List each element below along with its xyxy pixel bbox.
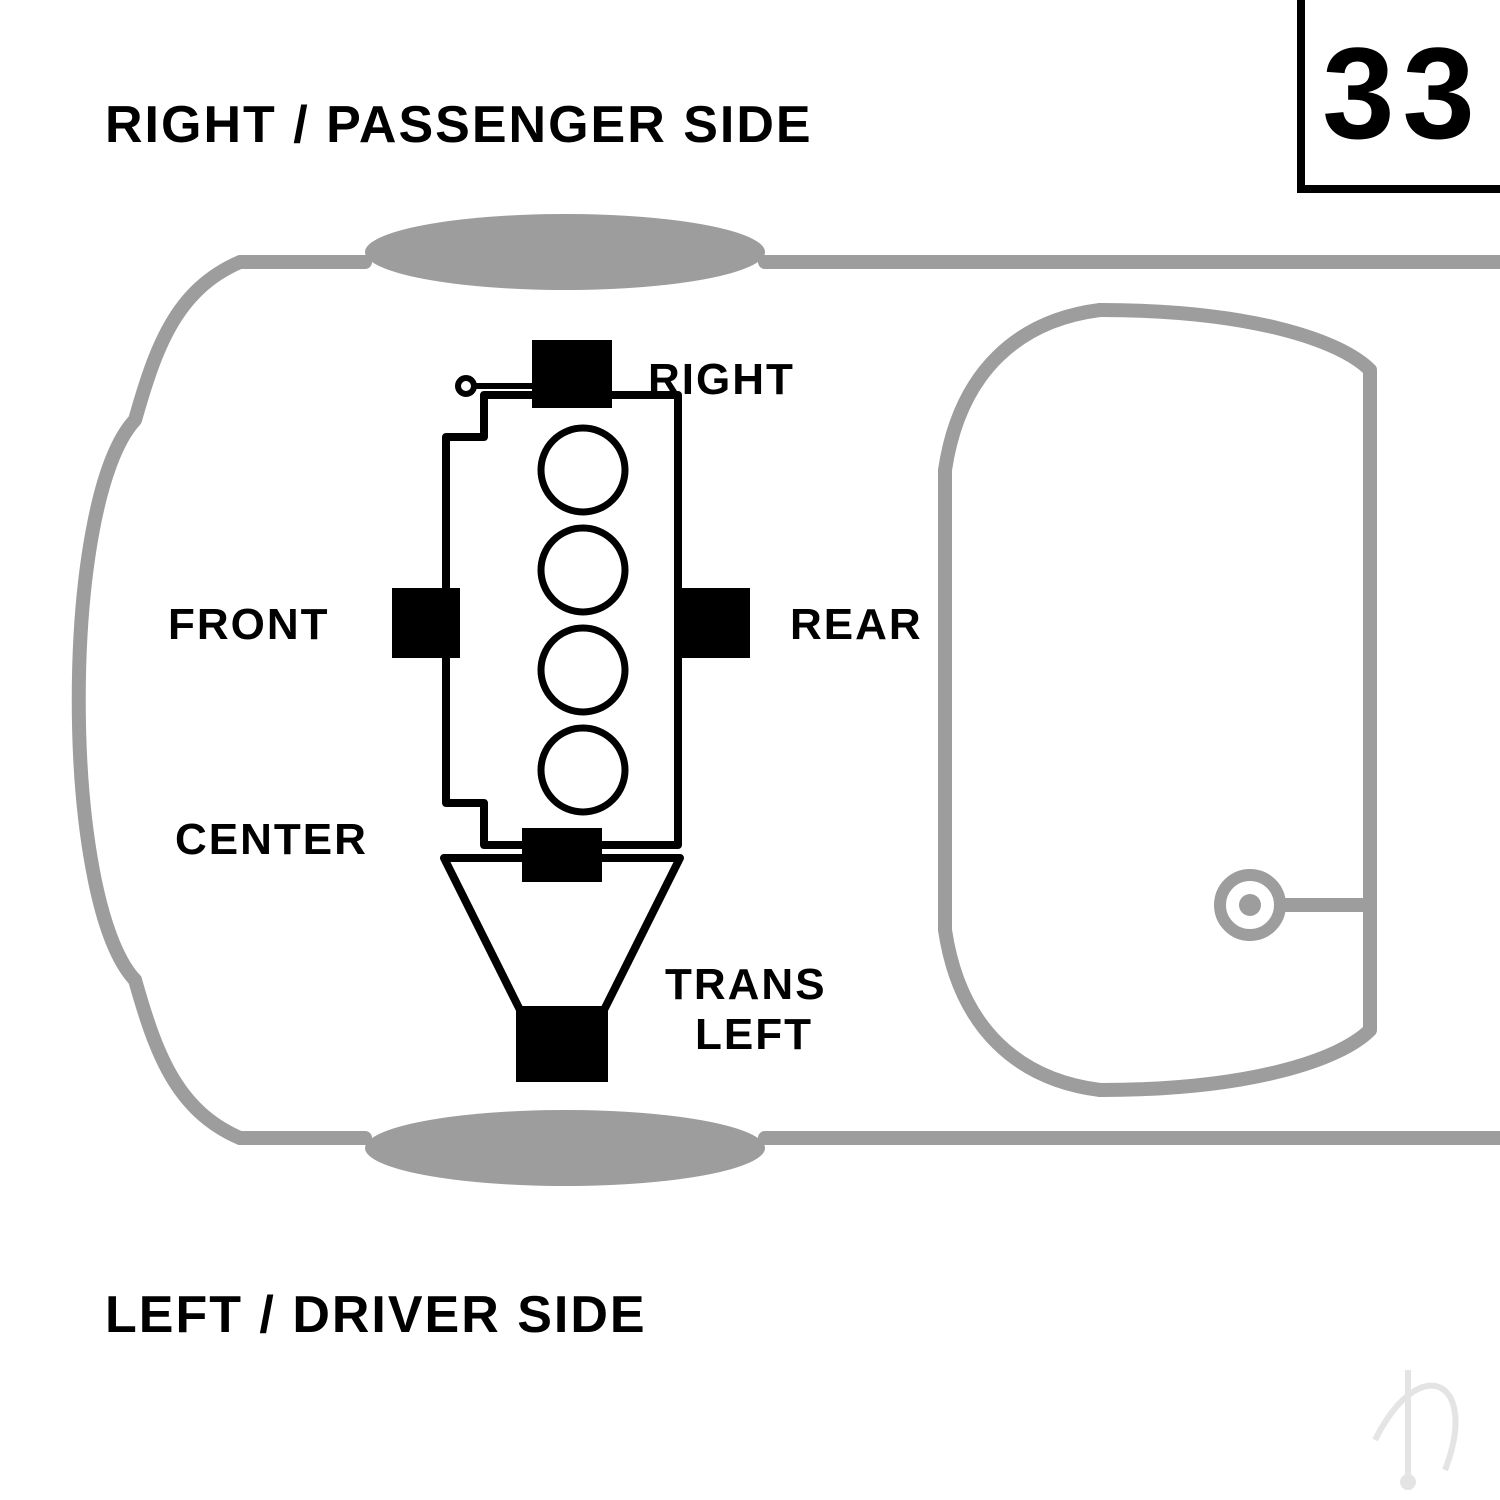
figure-number-box: 33 <box>1297 0 1500 193</box>
label-rear: REAR <box>790 600 923 650</box>
mount-trans <box>516 1010 608 1082</box>
mount-front <box>392 588 460 658</box>
watermark <box>1375 1370 1456 1490</box>
diagram-stage: 33 <box>0 0 1500 1500</box>
label-front: FRONT <box>168 600 330 650</box>
diagram-svg <box>0 0 1500 1500</box>
mount-rear <box>680 588 750 658</box>
cabin-rod-end <box>1220 875 1280 935</box>
figure-number: 33 <box>1322 18 1483 168</box>
label-right: RIGHT <box>648 355 795 405</box>
wheel-top <box>365 214 765 290</box>
label-bottom-side: LEFT / DRIVER SIDE <box>105 1285 647 1345</box>
mount-right <box>532 340 612 408</box>
label-top-side: RIGHT / PASSENGER SIDE <box>105 95 813 155</box>
label-left: LEFT <box>695 1010 813 1060</box>
label-trans: TRANS <box>665 960 827 1010</box>
wheel-bottom <box>365 1110 765 1186</box>
label-center: CENTER <box>175 815 368 865</box>
mount-center <box>522 828 602 882</box>
